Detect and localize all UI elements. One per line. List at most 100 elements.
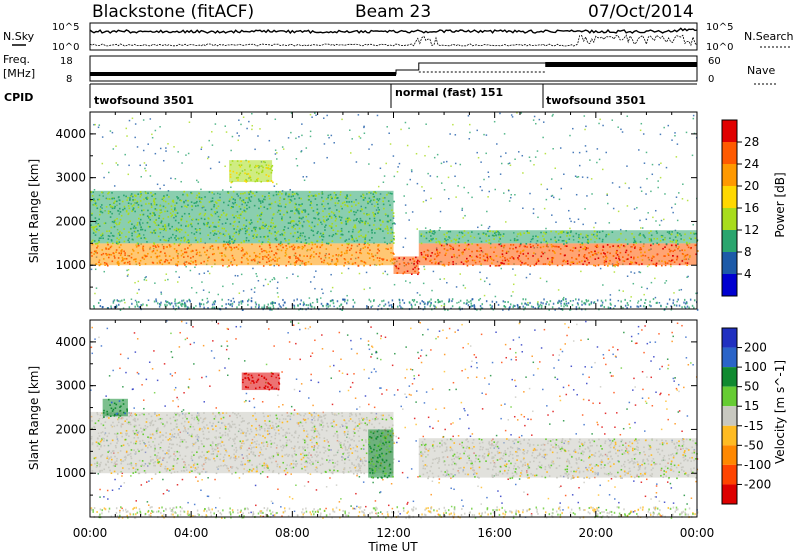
echo-point — [203, 261, 205, 263]
echo-point — [471, 360, 473, 362]
freq-tick-bottom: 8 — [66, 74, 72, 85]
echo-point — [324, 229, 326, 231]
echo-point — [591, 366, 593, 368]
echo-point — [524, 307, 526, 309]
echo-point — [224, 367, 226, 369]
echo-point — [171, 226, 173, 228]
echo-point — [251, 300, 253, 302]
echo-point — [453, 248, 455, 250]
echo-point — [168, 238, 170, 240]
echo-point — [363, 194, 365, 196]
echo-point — [361, 208, 363, 210]
echo-point — [421, 254, 423, 256]
echo-point — [529, 244, 531, 246]
echo-point — [605, 236, 607, 238]
echo-point — [310, 204, 312, 206]
echo-point — [272, 503, 274, 505]
echo-point — [350, 340, 352, 342]
echo-point — [463, 187, 465, 189]
echo-point — [485, 394, 487, 396]
echo-point — [247, 304, 249, 306]
echo-point — [619, 259, 621, 261]
echo-point — [375, 500, 377, 502]
echo-point — [687, 306, 689, 308]
echo-point — [612, 231, 614, 233]
echo-point — [321, 197, 323, 199]
echo-point — [512, 116, 514, 118]
echo-point — [566, 335, 568, 337]
echo-point — [527, 302, 529, 304]
echo-point — [514, 416, 516, 418]
echo-point — [536, 507, 538, 509]
echo-point — [282, 299, 284, 301]
echo-point — [321, 289, 323, 291]
echo-point — [330, 263, 332, 265]
echo-point — [139, 262, 141, 264]
echo-point — [674, 423, 676, 425]
echo-point — [233, 298, 235, 300]
echo-point — [586, 151, 588, 153]
echo-point — [500, 234, 502, 236]
echo-point — [117, 263, 119, 265]
echo-point — [158, 224, 160, 226]
echo-point — [526, 246, 528, 248]
echo-point — [172, 211, 174, 213]
echo-point — [510, 244, 512, 246]
echo-point — [666, 408, 668, 410]
echo-point — [485, 240, 487, 242]
echo-point — [304, 180, 306, 182]
echo-point — [302, 217, 304, 219]
echo-point — [644, 325, 646, 327]
echo-point — [196, 197, 198, 199]
echo-point — [190, 300, 192, 302]
echo-point — [594, 236, 596, 238]
echo-point — [656, 483, 658, 485]
echo-point — [273, 277, 275, 279]
echo-point — [688, 307, 690, 309]
echo-point — [314, 276, 316, 278]
echo-point — [454, 176, 456, 178]
echo-point — [283, 214, 285, 216]
echo-point — [660, 134, 662, 136]
echo-point — [373, 259, 375, 261]
echo-point — [269, 140, 271, 142]
echo-point — [630, 300, 632, 302]
echo-point — [393, 239, 395, 241]
echo-point — [362, 197, 364, 199]
echo-point — [454, 513, 456, 515]
echo-point — [175, 305, 177, 307]
echo-point — [232, 257, 234, 259]
echo-point — [588, 262, 590, 264]
echo-point — [121, 249, 123, 251]
echo-point — [581, 242, 583, 244]
echo-point — [190, 257, 192, 259]
echo-point — [599, 231, 601, 233]
echo-point — [91, 252, 93, 254]
echo-point — [181, 216, 183, 218]
echo-point — [98, 127, 100, 128]
echo-point — [379, 304, 381, 306]
echo-point — [557, 378, 559, 380]
echo-point — [337, 248, 339, 250]
echo-point — [268, 175, 270, 177]
echo-point — [351, 235, 353, 237]
echo-point — [673, 378, 675, 380]
echo-point — [314, 288, 316, 290]
echo-point — [267, 228, 269, 230]
echo-point — [181, 237, 183, 239]
echo-point — [389, 305, 391, 307]
echo-point — [496, 435, 498, 437]
echo-point — [93, 253, 95, 255]
echo-point — [385, 303, 387, 305]
echo-point — [511, 194, 513, 196]
echo-point — [545, 233, 547, 235]
echo-point — [341, 244, 343, 246]
echo-point — [128, 269, 130, 271]
echo-point — [140, 237, 142, 239]
echo-point — [597, 148, 599, 150]
echo-point — [160, 251, 162, 253]
echo-point — [184, 213, 186, 215]
echo-point — [245, 233, 247, 235]
echo-point — [331, 236, 333, 238]
